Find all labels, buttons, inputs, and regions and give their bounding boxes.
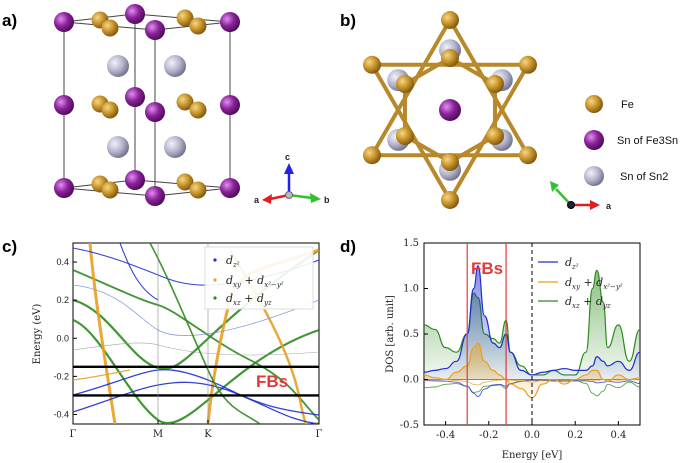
band-structure-chart: 0.40.20.0-0.2-0.4Γ M K Γ Energy (eV) FBs dz… <box>32 242 323 440</box>
axis-triad-b: a <box>550 181 612 211</box>
fe-atom <box>176 173 194 191</box>
band-curve-10 <box>73 342 319 356</box>
sn-fe3sn-atom <box>439 99 461 121</box>
dos-legend: dz² dxy + dx²−y² dxz + dyz <box>538 256 623 310</box>
panel-c-label: c) <box>2 237 17 256</box>
fe-atom <box>486 75 505 93</box>
band-xtick-label: M <box>153 429 163 440</box>
legend-sn-fe3sn-text: Sn of Fe3Sn <box>617 135 678 147</box>
sn-sn2-atom <box>107 136 129 158</box>
legend-sn-sn2-icon <box>584 166 604 186</box>
fe-atom <box>486 127 505 145</box>
axis-a-label: a <box>254 195 260 205</box>
fe-atom <box>441 11 459 30</box>
dos-xtick-label: -0.2 <box>479 430 498 441</box>
fe-atom <box>101 181 119 199</box>
fe-atom <box>441 153 459 171</box>
fe-atom <box>176 9 194 27</box>
panel-a-label: a) <box>2 11 17 30</box>
dos-line-0 <box>424 265 640 376</box>
band-ytick-label: 0.0 <box>56 333 69 343</box>
sn-fe3sn-atom <box>145 102 165 122</box>
band-curve-3 <box>88 243 117 424</box>
sn-fe3sn-atom <box>125 170 145 190</box>
axis-b-label: b <box>324 195 330 205</box>
dos-ylabel: DOS [arb. unit] <box>385 295 396 373</box>
fe-atom <box>395 127 414 145</box>
panel-d-label: d) <box>340 237 356 256</box>
band-xtick-label: K <box>204 429 212 440</box>
dos-neg-line-1 <box>424 379 640 386</box>
sn-fe3sn-atom <box>145 186 165 206</box>
fe-atom <box>101 101 119 119</box>
sn-fe3sn-atom <box>220 12 240 32</box>
axis-a-label-b: a <box>606 201 612 211</box>
fe-atom <box>176 93 194 111</box>
axis-triad-a: c b a <box>254 152 330 205</box>
axis-c-label: c <box>285 152 290 162</box>
fe-atom <box>519 55 537 74</box>
sn-sn2-atom <box>164 55 186 77</box>
band-curve-6 <box>73 369 319 416</box>
fe-atom <box>189 181 207 199</box>
legend-sn-sn2-text: Sn of Sn2 <box>620 171 668 183</box>
crystal-structure-3d: c b a <box>54 4 330 206</box>
sn-fe3sn-atom <box>125 87 145 107</box>
band-curve-12 <box>119 243 159 301</box>
band-legend: dz² dxy + dx²−y² dxz + dyz <box>204 246 314 310</box>
band-xtick-label: Γ <box>70 429 77 440</box>
dos-xlabel: Energy [eV] <box>502 450 563 461</box>
sn-fe3sn-atom <box>54 178 74 198</box>
fe-atom <box>441 190 459 209</box>
fe-atom <box>101 19 119 37</box>
dos-ytick-label: 0.5 <box>403 329 419 340</box>
sn-fe3sn-atom <box>125 4 145 24</box>
band-curve-9 <box>73 284 319 336</box>
fe-atom <box>189 101 207 119</box>
fe-atom <box>519 146 537 165</box>
band-ytick-label: 0.2 <box>56 295 69 305</box>
kagome-lattice <box>363 11 537 209</box>
band-xtick-label: Γ <box>316 429 323 440</box>
dos-ytick-label: 1.0 <box>403 284 419 295</box>
dos-area-1 <box>424 343 640 398</box>
sn-fe3sn-atom <box>54 12 74 32</box>
legend-fe-text: Fe <box>621 99 634 111</box>
sn-fe3sn-atom <box>220 95 240 115</box>
fe-atom <box>363 146 381 165</box>
fe-atom <box>363 55 381 74</box>
sn-sn2-atom <box>107 55 129 77</box>
fe-atom <box>441 49 459 67</box>
band-curve-2 <box>73 269 319 421</box>
dos-ytick-label: 1.5 <box>403 238 419 249</box>
dos-ytick-label: 0.0 <box>403 375 419 386</box>
band-ytick-label: -0.2 <box>53 371 69 381</box>
sn-fe3sn-atom <box>145 20 165 40</box>
dos-xtick-label: 0.2 <box>567 430 583 441</box>
band-ylabel: Energy (eV) <box>32 304 43 365</box>
fe-atom <box>189 17 207 35</box>
atom-legend: Fe Sn of Fe3Sn Sn of Sn2 <box>584 95 678 186</box>
panel-b-label: b) <box>340 11 356 30</box>
legend-sn-fe3sn-icon <box>584 130 604 150</box>
dos-xtick-label: -0.4 <box>436 430 455 441</box>
dos-chart: 1.5 1.0 0.5 0.0 -0.5 -0.4 -0.2 0.0 0.2 0.4 DOS [a… <box>385 238 641 461</box>
sn-fe3sn-atom <box>54 95 74 115</box>
band-fbs-annotation: FBs <box>256 372 288 391</box>
legend-fe-icon <box>585 95 603 113</box>
dos-ytick-label: -0.5 <box>400 420 419 431</box>
band-ytick-label: 0.4 <box>56 257 69 267</box>
dos-fbs-annotation: FBs <box>471 259 503 278</box>
dos-xtick-label: 0.4 <box>610 430 626 441</box>
sn-fe3sn-atom <box>220 178 240 198</box>
band-ytick-label: -0.4 <box>53 409 69 419</box>
fe-atom <box>395 75 414 93</box>
dos-curves <box>424 265 640 399</box>
band-curve-13 <box>73 369 131 381</box>
sn-sn2-atom <box>164 136 186 158</box>
dos-xtick-label: 0.0 <box>524 430 540 441</box>
